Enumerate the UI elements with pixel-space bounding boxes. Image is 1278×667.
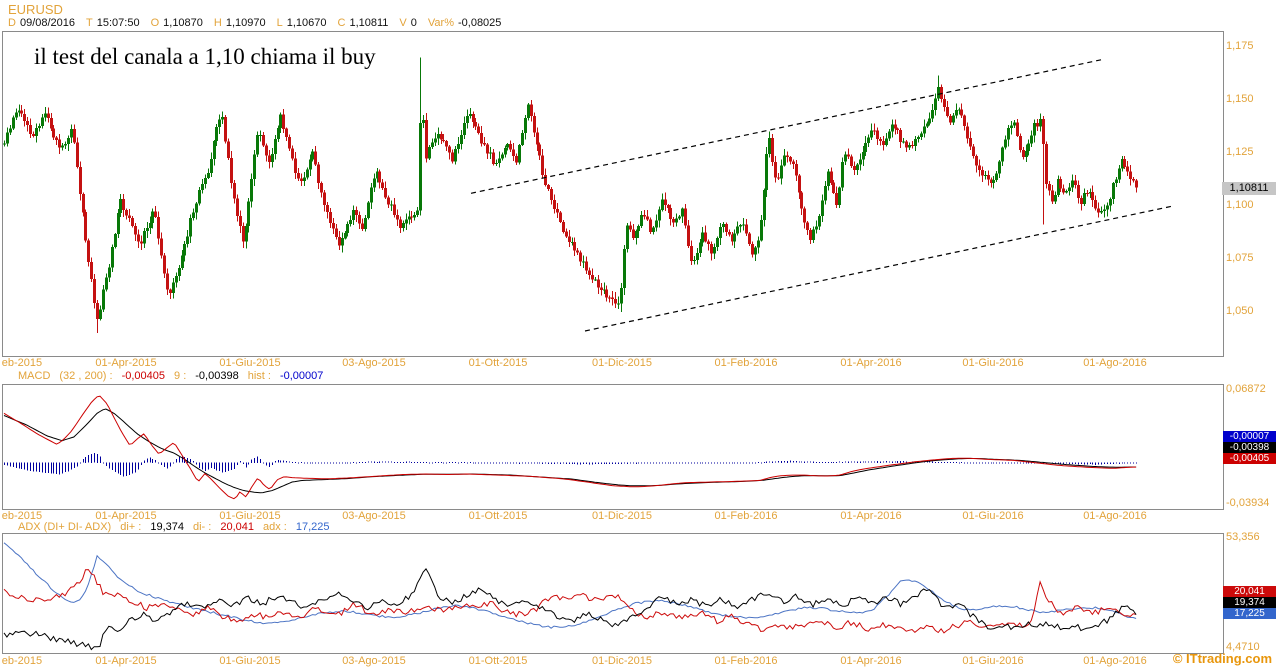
macd-histogram (4, 453, 1137, 477)
adx-chart[interactable] (3, 534, 1223, 653)
macd-panel[interactable] (2, 384, 1224, 510)
price-axis-tick: 1,075 (1226, 252, 1254, 264)
adx-badge: 17,225 (1223, 608, 1276, 619)
candlestick-chart[interactable] (3, 32, 1223, 356)
x-axis-row-price: Feb-2015 01-Apr-2015 01-Giu-2015 03-Ago-201… (2, 357, 1222, 369)
macd-header-segment: -0,00398 (195, 370, 239, 382)
macd-header-segment: (32 , 200) : (59, 370, 113, 382)
chart-annotation: il test del canala a 1,10 chiama il buy (34, 44, 376, 69)
x-tick-label: 01-Ott-2015 (468, 510, 528, 522)
x-tick-label: 01-Giu-2015 (219, 510, 281, 522)
x-tick-label: 01-Giu-2015 (219, 357, 281, 369)
adx-axis-bottom: 4,4710 (1226, 641, 1260, 653)
adx-header-segment: di+ : (120, 521, 142, 533)
ohlc-field: D 09/08/2016 (8, 17, 76, 29)
adx-badge: 19,374 (1223, 597, 1276, 608)
macd-axis-bottom: -0,03934 (1226, 497, 1270, 509)
adx-header-segment: di- : (192, 521, 212, 533)
x-tick-label: 01-Ago-2016 (1083, 357, 1147, 369)
ohlc-field: L 1,10670 (276, 17, 327, 29)
adx-header: ADX (DI+ DI- ADX) di+ : 19,374 di- : 20,041 a… (18, 521, 339, 533)
macd-header-segment: 9 : (174, 370, 187, 382)
x-tick-label: 01-Giu-2016 (962, 655, 1024, 667)
x-tick-label: 01-Giu-2015 (219, 655, 281, 667)
x-tick-label: 01-Dic-2015 (592, 357, 652, 369)
x-tick-label: 01-Ott-2015 (468, 655, 528, 667)
last-price-badge: 1,10811 (1222, 182, 1276, 195)
x-tick-label: 01-Ott-2015 (468, 357, 528, 369)
x-tick-label: Feb-2015 (2, 655, 43, 667)
x-tick-label: 03-Ago-2015 (342, 357, 406, 369)
channel-line (470, 59, 1102, 194)
adx-panel[interactable] (2, 533, 1224, 654)
macd-badge: -0,00405 (1223, 453, 1276, 464)
macd-chart[interactable] (3, 385, 1223, 509)
adx-header-segment: 17,225 (295, 521, 330, 533)
adx-header-segment: 20,041 (220, 521, 254, 533)
ohlc-field: C 1,10811 (337, 17, 389, 29)
x-axis-row-adx: Feb-2015 01-Apr-2015 01-Giu-2015 03-Ago-201… (2, 655, 1222, 667)
adx-header-segment: adx : (262, 521, 287, 533)
macd_line (3, 395, 1137, 500)
x-tick-label: 01-Giu-2016 (962, 510, 1024, 522)
x-tick-label: 01-Apr-2015 (95, 510, 157, 522)
price-axis-tick: 1,125 (1226, 146, 1254, 158)
macd-header-segment: hist : (247, 370, 271, 382)
di_plus_line (3, 568, 1137, 651)
adx-header-segment: 19,374 (150, 521, 184, 533)
x-tick-label: 01-Giu-2016 (962, 357, 1024, 369)
price-chart-panel[interactable] (2, 31, 1224, 357)
x-tick-label: 03-Ago-2015 (342, 655, 406, 667)
adx-axis-top: 53,356 (1226, 531, 1260, 543)
x-tick-label: Feb-2015 (2, 510, 43, 522)
macd-badge: -0,00007 (1223, 431, 1276, 442)
x-axis-row-macd: Feb-2015 01-Apr-2015 01-Giu-2015 03-Ago-201… (2, 510, 1222, 522)
x-tick-label: 01-Ago-2016 (1083, 655, 1147, 667)
macd-axis-top: 0,06872 (1226, 383, 1266, 395)
channel-line (584, 205, 1174, 332)
adx_line (3, 542, 1137, 629)
ohlc-field: H 1,10970 (213, 17, 266, 29)
x-tick-label: 01-Apr-2016 (840, 357, 902, 369)
ohlc-row: D 09/08/2016 T 15:07:50 O 1,10870 H 1,10970 L 1,1… (8, 17, 512, 29)
adx-header-segment: ADX (DI+ DI- ADX) (18, 521, 112, 533)
x-tick-label: 01-Ago-2016 (1083, 510, 1147, 522)
candles (3, 57, 1138, 334)
price-axis-tick: 1,175 (1226, 40, 1254, 52)
macd-header: MACD (32 , 200) : -0,00405 9 : -0,00398 hist … (18, 370, 332, 382)
x-tick-label: 01-Feb-2016 (714, 655, 778, 667)
adx-badge: 20,041 (1223, 586, 1276, 597)
macd-badge: -0,00398 (1223, 442, 1276, 453)
x-tick-label: Feb-2015 (2, 357, 43, 369)
x-tick-label: 01-Feb-2016 (714, 357, 778, 369)
x-tick-label: 01-Apr-2015 (95, 357, 157, 369)
x-tick-label: 01-Apr-2016 (840, 510, 902, 522)
price-axis-tick: 1,050 (1226, 305, 1254, 317)
x-tick-label: 01-Apr-2016 (840, 655, 902, 667)
macd-header-segment: MACD (18, 370, 51, 382)
price-axis-tick: 1,100 (1226, 199, 1254, 211)
x-tick-label: 01-Feb-2016 (714, 510, 778, 522)
ohlc-field: T 15:07:50 (86, 17, 140, 29)
symbol-label: EURUSD (8, 2, 63, 17)
ohlc-field: Var% -0,08025 (427, 17, 502, 29)
x-tick-label: 01-Apr-2015 (95, 655, 157, 667)
macd-header-segment: -0,00405 (121, 370, 166, 382)
price-axis-tick: 1,150 (1226, 93, 1254, 105)
ohlc-field: O 1,10870 (150, 17, 203, 29)
signal_line (3, 408, 1137, 494)
di_minus_line (3, 569, 1137, 634)
credit-watermark: © ITtrading.com (1172, 651, 1272, 666)
x-tick-label: 01-Dic-2015 (592, 655, 652, 667)
x-tick-label: 03-Ago-2015 (342, 510, 406, 522)
x-tick-label: 01-Dic-2015 (592, 510, 652, 522)
macd-header-segment: -0,00007 (279, 370, 324, 382)
